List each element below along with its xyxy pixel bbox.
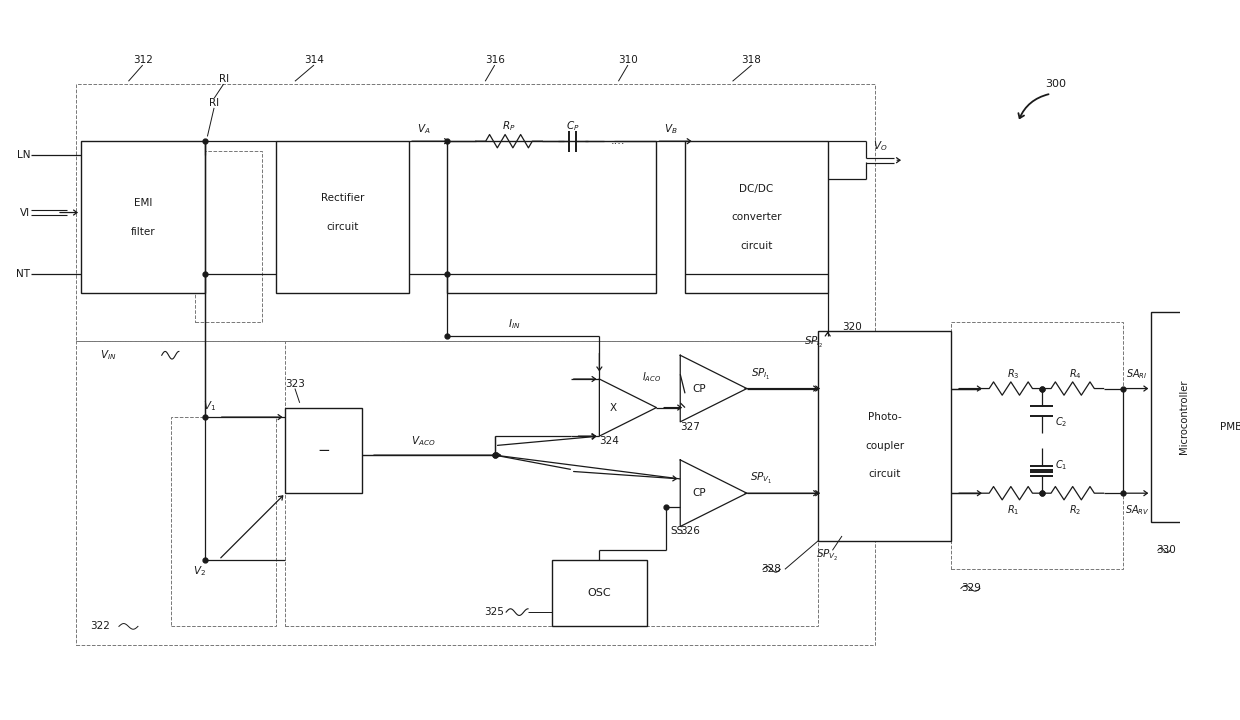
- Text: CP: CP: [692, 384, 706, 394]
- Text: 316: 316: [485, 55, 505, 66]
- Text: 327: 327: [680, 422, 699, 431]
- Text: circuit: circuit: [740, 240, 773, 251]
- Text: $SA_{RV}$: $SA_{RV}$: [1125, 503, 1149, 517]
- Text: $V_1$: $V_1$: [203, 399, 216, 413]
- Text: $SP_{I_2}$: $SP_{I_2}$: [804, 336, 823, 351]
- Text: 322: 322: [91, 621, 110, 631]
- Text: 328: 328: [761, 564, 781, 575]
- Text: $V_{IN}$: $V_{IN}$: [100, 348, 117, 362]
- Text: $V_O$: $V_O$: [873, 139, 888, 153]
- Text: RI: RI: [218, 74, 228, 84]
- Text: EMI: EMI: [134, 198, 151, 208]
- Text: filter: filter: [130, 227, 155, 237]
- Text: 325: 325: [485, 607, 505, 617]
- Bar: [81, 141, 205, 294]
- Text: 330: 330: [1156, 545, 1176, 555]
- Text: 300: 300: [1045, 79, 1066, 89]
- Bar: [684, 141, 828, 294]
- Text: $SA_{RI}$: $SA_{RI}$: [1126, 367, 1147, 381]
- Text: $SP_{V_1}$: $SP_{V_1}$: [750, 472, 773, 487]
- Text: converter: converter: [732, 212, 781, 222]
- Bar: [277, 141, 409, 294]
- Polygon shape: [599, 379, 656, 436]
- Bar: [448, 141, 656, 294]
- Text: X: X: [610, 402, 618, 413]
- Bar: [951, 322, 1122, 570]
- Bar: [818, 331, 951, 541]
- Text: 310: 310: [618, 55, 637, 66]
- Text: 329: 329: [961, 583, 981, 593]
- Text: $SP_{I_1}$: $SP_{I_1}$: [751, 366, 771, 382]
- Text: $R_2$: $R_2$: [1069, 503, 1081, 517]
- Text: DC/DC: DC/DC: [739, 184, 774, 194]
- Bar: [171, 417, 277, 626]
- Bar: [76, 84, 875, 341]
- Bar: [285, 408, 362, 493]
- Text: circuit: circuit: [868, 469, 901, 480]
- Text: $I_{IN}$: $I_{IN}$: [507, 317, 520, 330]
- Text: CP: CP: [692, 488, 706, 498]
- Text: Microcontroller: Microcontroller: [1179, 380, 1189, 454]
- Text: $V_{ACO}$: $V_{ACO}$: [412, 434, 435, 448]
- Bar: [1151, 312, 1218, 522]
- Bar: [285, 341, 818, 626]
- Text: circuit: circuit: [326, 222, 358, 232]
- Text: $I_{ACO}$: $I_{ACO}$: [642, 370, 661, 384]
- Text: $R_P$: $R_P$: [502, 119, 516, 133]
- Text: $R_4$: $R_4$: [1069, 367, 1081, 381]
- Text: $V_A$: $V_A$: [417, 122, 430, 135]
- Polygon shape: [681, 460, 746, 526]
- Text: 324: 324: [599, 436, 619, 446]
- Text: OSC: OSC: [588, 588, 611, 598]
- Text: $V_B$: $V_B$: [663, 122, 677, 135]
- Text: $C_1$: $C_1$: [1054, 458, 1066, 472]
- Bar: [195, 150, 262, 322]
- Text: Rectifier: Rectifier: [321, 193, 365, 203]
- Text: NT: NT: [16, 269, 31, 279]
- Text: ....: ....: [611, 136, 626, 146]
- Text: 320: 320: [842, 322, 862, 332]
- Text: −: −: [317, 443, 330, 458]
- Polygon shape: [681, 355, 746, 422]
- Text: LN: LN: [17, 150, 31, 161]
- Text: 326: 326: [680, 526, 699, 536]
- Text: $V_2$: $V_2$: [193, 564, 206, 578]
- Text: $R_3$: $R_3$: [1007, 367, 1019, 381]
- Text: $SP_{V_2}$: $SP_{V_2}$: [816, 547, 839, 562]
- Text: Photo-: Photo-: [868, 412, 901, 422]
- Bar: [552, 559, 647, 626]
- Text: 312: 312: [133, 55, 153, 66]
- Text: SS: SS: [671, 526, 684, 536]
- Text: coupler: coupler: [866, 441, 904, 451]
- Text: PMBus: PMBus: [1220, 422, 1240, 431]
- Text: RI: RI: [210, 98, 219, 108]
- Text: 318: 318: [742, 55, 761, 66]
- Bar: [76, 341, 875, 645]
- Text: 314: 314: [304, 55, 324, 66]
- Text: $C_P$: $C_P$: [565, 119, 579, 133]
- Text: $R_1$: $R_1$: [1007, 503, 1019, 517]
- Text: $C_2$: $C_2$: [1054, 415, 1066, 428]
- Text: VI: VI: [20, 207, 31, 217]
- Text: 323: 323: [285, 379, 305, 389]
